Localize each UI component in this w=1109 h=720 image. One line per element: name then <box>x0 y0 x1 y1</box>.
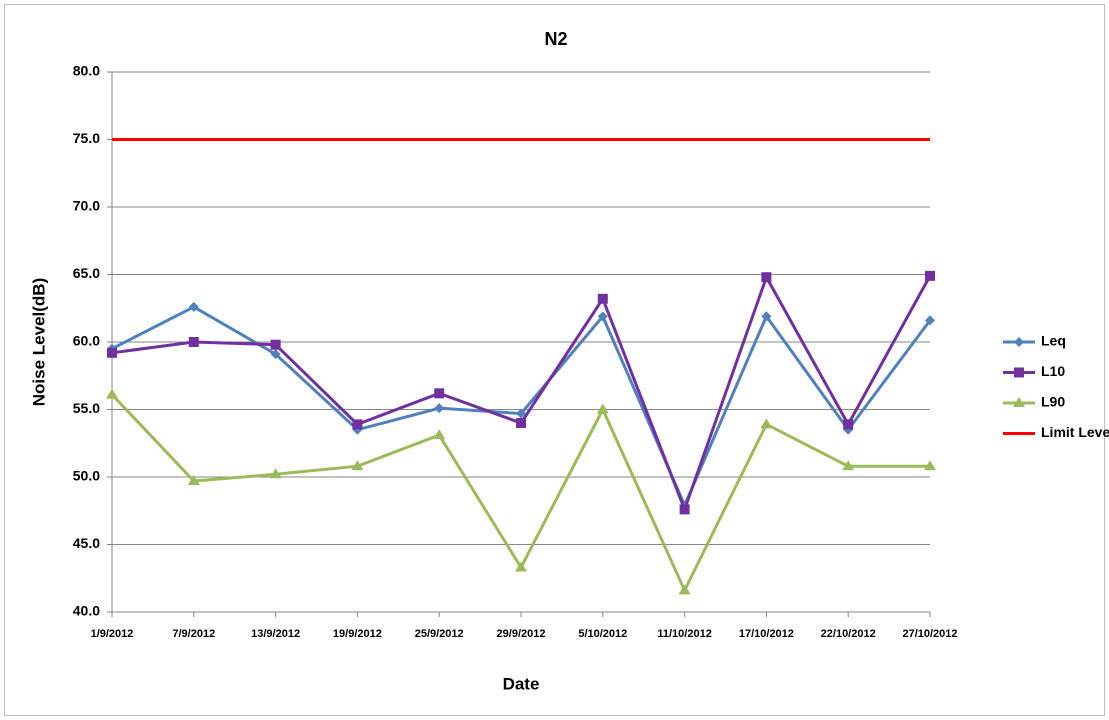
data-point <box>269 468 282 479</box>
data-point <box>761 272 772 283</box>
y-tick-label: 40.0 <box>73 603 100 619</box>
data-point <box>434 388 445 399</box>
data-point <box>596 403 609 414</box>
legend-label: Leq <box>1041 333 1066 349</box>
legend-marker <box>1014 337 1024 347</box>
data-point <box>925 315 935 326</box>
data-point <box>188 301 199 312</box>
data-point <box>842 460 855 471</box>
x-axis-title: Date <box>503 674 540 693</box>
data-point <box>597 293 608 304</box>
x-tick-label: 7/9/2012 <box>172 628 215 640</box>
x-tick-label: 1/9/2012 <box>91 628 134 640</box>
data-point <box>925 270 935 281</box>
x-tick-label: 25/9/2012 <box>415 628 464 640</box>
data-point <box>270 349 281 360</box>
y-tick-label: 70.0 <box>73 198 100 214</box>
legend-label: L90 <box>1041 394 1065 410</box>
legend-label: L10 <box>1041 363 1065 379</box>
x-tick-label: 27/10/2012 <box>902 628 957 640</box>
data-point <box>433 429 446 440</box>
x-tick-label: 22/10/2012 <box>821 628 876 640</box>
y-tick-label: 60.0 <box>73 333 100 349</box>
data-point <box>679 504 690 515</box>
y-tick-label: 45.0 <box>73 535 100 551</box>
x-tick-label: 11/10/2012 <box>657 628 711 640</box>
x-tick-label: 29/9/2012 <box>497 628 546 640</box>
data-point <box>516 408 526 419</box>
data-point <box>597 311 608 322</box>
data-point <box>515 561 527 572</box>
data-point <box>270 339 281 350</box>
data-point <box>760 418 773 429</box>
data-point <box>351 460 364 471</box>
chart-title: N2 <box>544 29 567 49</box>
chart-border <box>4 4 1105 716</box>
y-axis-title: Noise Level(dB) <box>29 278 48 406</box>
y-tick-label: 55.0 <box>73 400 100 416</box>
data-point <box>516 418 526 428</box>
data-point <box>434 403 445 414</box>
x-tick-label: 13/9/2012 <box>251 628 300 640</box>
y-tick-label: 65.0 <box>73 265 100 281</box>
data-point <box>107 347 117 358</box>
data-point <box>352 419 363 430</box>
data-point <box>187 475 200 486</box>
data-point <box>188 337 199 347</box>
x-tick-label: 19/9/2012 <box>333 628 382 640</box>
data-point <box>678 584 691 595</box>
data-point <box>761 311 772 322</box>
x-tick-label: 5/10/2012 <box>578 628 627 640</box>
y-tick-label: 80.0 <box>73 63 100 79</box>
legend-marker <box>1014 367 1024 378</box>
y-tick-label: 50.0 <box>73 468 100 484</box>
data-point <box>924 460 936 471</box>
y-tick-label: 75.0 <box>73 130 100 146</box>
data-point <box>843 419 854 430</box>
legend-marker <box>1013 397 1025 407</box>
x-tick-label: 17/10/2012 <box>739 628 794 640</box>
legend-label: Limit Level <box>1041 424 1109 440</box>
data-point <box>106 388 118 399</box>
